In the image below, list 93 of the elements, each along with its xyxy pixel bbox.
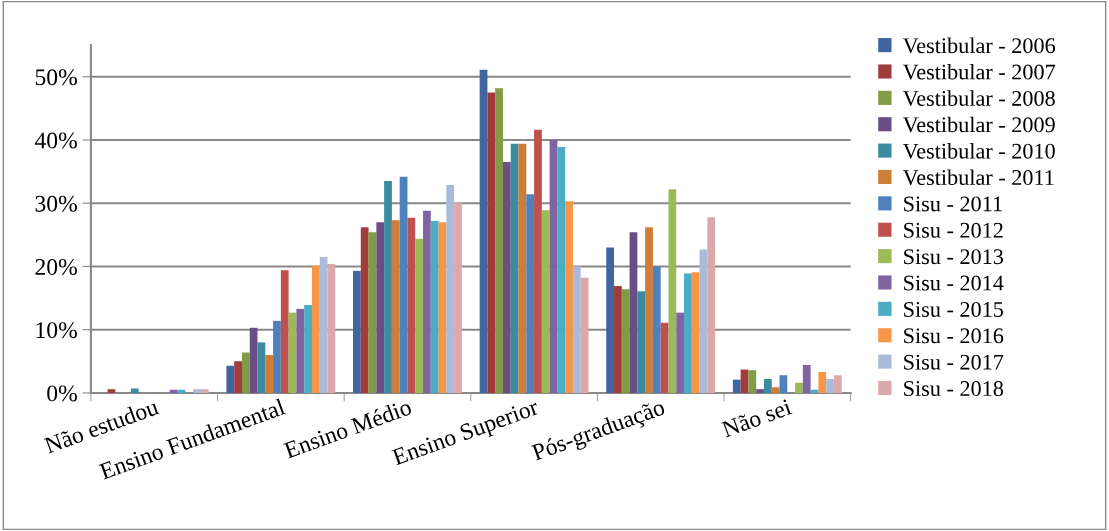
bar [732,379,741,393]
bar [399,176,408,393]
legend-label: Vestibular - 2011 [902,169,1054,186]
bar [526,194,535,393]
legend-label: Vestibular - 2006 [902,37,1056,54]
bar [479,69,488,393]
legend-label: Sisu - 2016 [904,328,1004,344]
bar [296,308,305,393]
bar [802,365,811,393]
bar [557,146,566,393]
bar [384,181,392,393]
bar [621,289,630,393]
y-tick-label: 30% [35,195,77,212]
legend-label: Vestibular - 2007 [902,63,1056,80]
bar [311,265,320,393]
bar [304,305,312,393]
bar [360,227,369,393]
bar [376,222,385,393]
y-tick-label: 0% [47,385,77,402]
bar [391,220,400,393]
bar [200,389,209,393]
y-tick-label: 50% [35,69,77,86]
bar [645,227,653,393]
bar [629,232,638,393]
legend-label: Sisu - 2015 [904,301,1004,317]
bar [707,217,716,393]
bar [534,129,542,393]
x-tick-label: Não sei [720,398,793,438]
bar [487,92,496,393]
bar [273,320,281,393]
legend-label: Sisu - 2013 [904,249,1004,265]
bar [226,365,235,393]
bar [637,291,646,393]
bar [288,312,297,393]
bar [241,352,250,393]
bar [691,272,700,393]
bar [193,389,201,393]
bar [606,247,615,393]
bar [446,184,455,393]
bar [756,389,764,393]
legend-label: Vestibular - 2009 [902,116,1055,133]
bar [510,143,519,393]
bar [423,210,431,393]
legend-label: Vestibular - 2010 [902,143,1055,159]
legend-label: Sisu - 2011 [904,196,1002,212]
bar [684,273,692,393]
legend-label: Vestibular - 2008 [902,90,1055,107]
bar [795,382,803,393]
bar [438,222,447,393]
bar [748,370,757,393]
bar [368,232,377,393]
bar [319,256,328,393]
bar [826,379,834,393]
bar [495,88,503,393]
bar [833,375,842,393]
bar [407,217,416,393]
bar [699,249,708,393]
bar [130,388,139,393]
y-tick-label: 20% [35,258,77,275]
bar [763,379,772,393]
bar [549,139,558,393]
bar [249,327,258,393]
bar [614,286,622,393]
bar [265,355,274,393]
y-tick-label: 40% [34,132,77,149]
bar [280,270,289,393]
legend-label: Sisu - 2018 [904,381,1004,397]
bar [234,361,242,393]
bar [169,389,178,393]
bar [580,277,589,393]
bar [430,220,439,393]
legend-label: Sisu - 2017 [904,354,1004,370]
bar [327,263,336,393]
bar [660,322,669,393]
bar [652,266,661,393]
bar [771,387,780,393]
bar [257,342,266,393]
legend-label: Sisu - 2012 [904,222,1003,238]
bar [518,143,527,393]
bar [818,372,827,393]
bar [668,189,677,393]
bar [541,210,550,393]
legend-label: Sisu - 2014 [904,275,1004,291]
bar [502,162,511,393]
bar [779,375,788,393]
bar [572,266,581,393]
bar [415,238,424,393]
bar [454,202,462,393]
y-tick-label: 10% [36,322,77,339]
bar [353,270,361,393]
bar [565,201,573,393]
bar [676,312,685,393]
bar [107,389,116,393]
